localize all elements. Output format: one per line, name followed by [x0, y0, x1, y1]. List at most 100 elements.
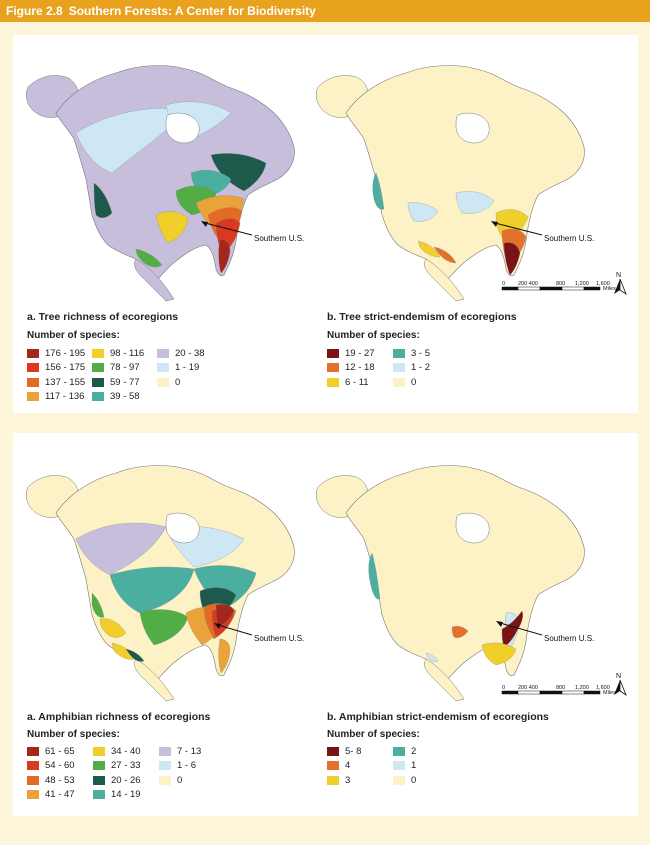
figure-number: Figure 2.8: [6, 4, 63, 18]
scale-tick-label: 0: [502, 685, 505, 691]
legend-label: 3: [345, 774, 351, 786]
map-region: [424, 258, 465, 302]
legend-label: 1 - 19: [175, 362, 200, 374]
map-region: [134, 658, 175, 702]
legend-item: 34 - 40: [93, 744, 141, 759]
scale-unit: Miles: [603, 690, 616, 696]
callout-label: Southern U.S.: [254, 634, 304, 643]
legend-item: 137 - 155: [27, 375, 85, 390]
legend-label: 1 - 6: [177, 760, 197, 772]
legend-item: 1 - 19: [157, 361, 205, 376]
legend-label: 7 - 13: [177, 745, 202, 757]
legend-item: 41 - 47: [27, 788, 75, 803]
legend-label: 156 - 175: [45, 362, 86, 374]
callout-arrow: [494, 222, 543, 236]
legend-column: 5- 8 4 3: [327, 744, 361, 788]
legend-label: 0: [177, 774, 183, 786]
legend-label: 39 - 58: [110, 391, 140, 403]
legend-label: 1: [411, 760, 417, 772]
legend-label: 14 - 19: [111, 789, 141, 801]
legend-swatch: [92, 392, 104, 402]
legend-swatch: [27, 746, 39, 756]
scale-tick-label: 1,200: [575, 281, 589, 287]
legend-label: 41 - 47: [45, 789, 75, 801]
legend-item: 6 - 11: [327, 375, 375, 390]
legend-label: 20 - 26: [111, 774, 141, 786]
legend-column: 19 - 27 12 - 18 6 - 11: [327, 346, 375, 390]
scale-tick-label: 1,200: [575, 685, 589, 691]
amphibian-richness-map: Southern U.S.: [16, 443, 306, 705]
north-label: N: [616, 673, 621, 680]
map-graphic: Southern U.S.: [316, 65, 594, 302]
ecoregion: [99, 618, 127, 638]
legend-item: 156 - 175: [27, 361, 85, 376]
legend-label: 34 - 40: [111, 745, 141, 757]
scale-tick-label: 200 400: [518, 685, 538, 691]
scale-tick-label: 800: [556, 685, 565, 691]
callout-label: Southern U.S.: [544, 234, 594, 243]
legend-heading: Number of species:: [327, 330, 420, 341]
legend-heading: Number of species:: [27, 729, 120, 740]
callout-arrow: [499, 622, 543, 636]
legend-label: 78 - 97: [110, 362, 140, 374]
legend-swatch: [27, 761, 39, 771]
tree-richness-map: Southern U.S.: [16, 43, 306, 305]
ecoregion: [91, 592, 105, 618]
legend-swatch: [93, 746, 105, 756]
scale-bar: 0 200 400 800 1,200 1,600 Miles: [500, 279, 625, 295]
legend-swatch: [393, 775, 405, 785]
tree-endemism-map: Southern U.S.: [306, 43, 596, 305]
legend-column: 20 - 38 1 - 19 0: [157, 346, 205, 390]
legend-label: 20 - 38: [175, 347, 205, 359]
scale-tick-label: 200 400: [518, 281, 538, 287]
legend-column: 34 - 40 27 - 33 20 - 26 14 - 19: [93, 744, 141, 802]
legend-swatch: [92, 348, 104, 358]
legend-item: 19 - 27: [327, 346, 375, 361]
legend-swatch: [327, 377, 339, 387]
legend-item: 39 - 58: [92, 390, 144, 405]
callout-label: Southern U.S.: [254, 234, 304, 243]
legend-item: 1 - 2: [393, 361, 430, 376]
legend-label: 0: [175, 376, 181, 388]
ecoregion: [407, 202, 439, 222]
legend-label: 59 - 77: [110, 376, 140, 388]
legend-item: 12 - 18: [327, 361, 375, 376]
panel-caption: a. Amphibian richness of ecoregions: [27, 711, 211, 723]
legend-swatch: [27, 775, 39, 785]
panel-caption: b. Amphibian strict-endemism of ecoregio…: [327, 711, 549, 723]
legend-column: 98 - 116 78 - 97 59 - 77 39 - 58: [92, 346, 144, 404]
legend-swatch: [393, 761, 405, 771]
legend-item: 7 - 13: [159, 744, 201, 759]
legend-swatch: [93, 775, 105, 785]
callout-arrow: [217, 624, 253, 636]
scale-tick-label: 1,600: [596, 281, 610, 287]
legend-swatch: [27, 363, 39, 373]
scale-bar: 0 200 400 800 1,200 1,600 Miles: [500, 683, 625, 699]
ecoregion: [433, 246, 457, 264]
legend-item: 20 - 38: [157, 346, 205, 361]
legend-item: 20 - 26: [93, 773, 141, 788]
legend-swatch: [393, 377, 405, 387]
legend-swatch: [27, 377, 39, 387]
legend-swatch: [327, 761, 339, 771]
legend-label: 54 - 60: [45, 760, 75, 772]
map-region: [424, 658, 465, 702]
ecoregion: [503, 242, 521, 276]
map-graphic: Southern U.S.: [26, 465, 304, 702]
ecoregion: [451, 626, 469, 638]
legend-swatch: [393, 746, 405, 756]
ecoregion: [75, 522, 167, 576]
legend-swatch: [93, 790, 105, 800]
legend-swatch: [92, 363, 104, 373]
legend-label: 48 - 53: [45, 774, 75, 786]
legend-item: 117 - 136: [27, 390, 85, 405]
legend-label: 3 - 5: [411, 347, 431, 359]
legend-swatch: [159, 746, 171, 756]
legend-item: 0: [393, 375, 430, 390]
legend-label: 61 - 65: [45, 745, 75, 757]
legend-label: 117 - 136: [45, 391, 85, 403]
legend-column: 2 1 0: [393, 744, 416, 788]
map-graphic: Southern U.S.: [316, 465, 594, 702]
